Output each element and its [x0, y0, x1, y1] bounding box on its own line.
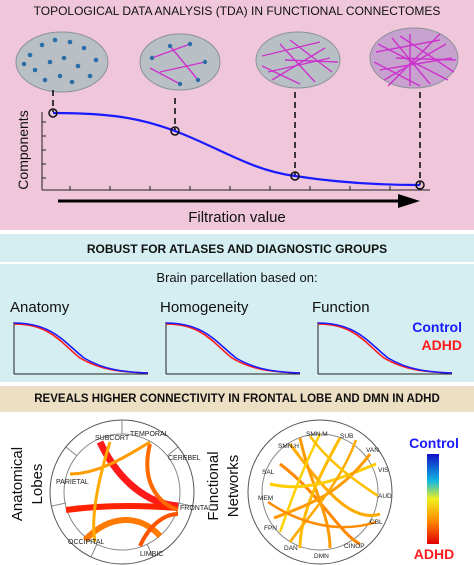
plot-label-anatomy: Anatomy [10, 299, 70, 316]
components-axis-label: Components [15, 110, 31, 189]
functional-label: Functional [205, 451, 222, 520]
network-label-0: SMN.H [278, 443, 299, 450]
brain-2 [139, 33, 221, 91]
lobe-label-4: LIMBIC [140, 551, 163, 558]
network-label-3: VAN [366, 447, 379, 454]
divider [0, 262, 474, 264]
lobe-label-0: SUBCORT [95, 435, 130, 442]
parcellation-subtitle: Brain parcellation based on: [156, 270, 318, 285]
robust-plots: Anatomy Homogeneity Function Control ADH… [10, 299, 462, 375]
lobe-label-2: CEREBEL [168, 455, 201, 462]
filtration-axis-label: Filtration value [188, 209, 286, 226]
components-curve [52, 111, 421, 187]
network-label-2: SUB [340, 433, 353, 440]
mini-plot-anatomy [13, 322, 149, 375]
mini-plot-homogeneity [165, 322, 301, 375]
brain-3 [255, 31, 341, 89]
network-label-9: DAN [284, 545, 298, 552]
legend-adhd: ADHD [422, 337, 462, 353]
network-label-11: MEM [258, 495, 273, 502]
networks-chord-diagram: SMN.H SMN.M SUB VAN VIS AUD CBL CINOP DM… [247, 419, 393, 565]
network-label-10: FPN [264, 525, 277, 532]
connectivity-diagrams: Anatomical Lobes Functional Networks SUB… [9, 419, 459, 565]
network-label-6: CBL [370, 519, 383, 526]
lobes-label: Lobes [29, 464, 46, 505]
lobe-label-5: OCCIPITAL [68, 539, 105, 546]
network-label-8: DMN [314, 553, 329, 560]
robust-title: ROBUST FOR ATLASES AND DIAGNOSTIC GROUPS [86, 242, 388, 256]
colorbar [427, 454, 439, 544]
network-label-5: AUD [378, 493, 392, 500]
anatomical-label: Anatomical [9, 447, 26, 521]
brain-4 [369, 27, 459, 89]
network-label-4: VIS [378, 467, 389, 474]
colorbar-bottom-label: ADHD [414, 546, 454, 562]
lobe-label-3: FRONTAL [180, 505, 212, 512]
plot-label-function: Function [312, 299, 370, 316]
connectivity-title: REVEALS HIGHER CONNECTIVITY IN FRONTAL L… [34, 393, 440, 405]
lobe-label-1: TEMPORAL [130, 431, 169, 438]
filtration-markers [52, 90, 421, 185]
tda-title: TOPOLOGICAL DATA ANALYSIS (TDA) IN FUNCT… [33, 4, 441, 18]
mini-plot-function [317, 322, 453, 375]
network-label-12: SAL [262, 469, 275, 476]
network-label-1: SMN.M [306, 431, 328, 438]
plot-label-homogeneity: Homogeneity [160, 299, 249, 316]
connectivity-header-band [0, 386, 474, 412]
brain-1 [15, 31, 109, 93]
lobes-chord-diagram: SUBCORT TEMPORAL CEREBEL FRONTAL LIMBIC … [49, 419, 212, 565]
legend-control: Control [412, 319, 462, 335]
colorbar-top-label: Control [409, 435, 459, 451]
tda-diagram: Components Filtration value [15, 27, 459, 226]
lobe-label-6: PARIETAL [56, 479, 89, 486]
networks-label: Networks [225, 455, 242, 518]
network-label-7: CINOP [344, 543, 365, 550]
